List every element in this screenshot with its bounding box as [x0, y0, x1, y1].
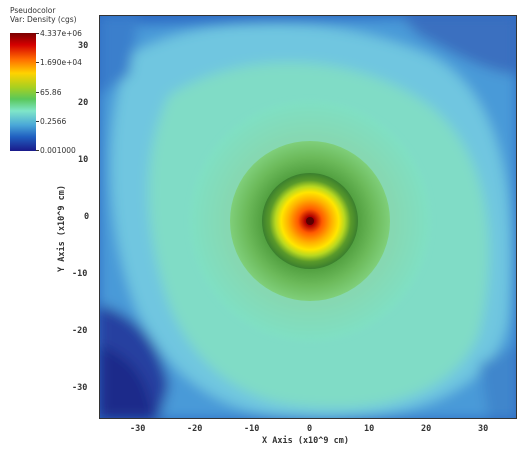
density-peak: [306, 217, 314, 225]
colorbar-legend: Pseudocolor Var: Density (cgs) 4.337e+06…: [4, 6, 96, 156]
colorbar: [10, 33, 36, 151]
colorbar-tick-2: 65.86: [40, 88, 62, 97]
tick-mark: [36, 92, 39, 93]
y-tick: -30: [72, 383, 88, 393]
y-axis-label: Y Axis (x10^9 cm): [57, 185, 67, 272]
plot-border: [99, 15, 517, 419]
y-tick: -20: [72, 326, 88, 336]
tick-mark: [36, 33, 39, 34]
colorbar-tick-3: 0.2566: [40, 117, 67, 126]
x-tick: -30: [130, 424, 146, 434]
colorbar-max-label: 4.337e+06: [40, 29, 82, 38]
x-tick: 10: [364, 424, 375, 434]
density-plot: [99, 15, 517, 419]
tick-mark: [36, 121, 39, 122]
x-axis-label: X Axis (x10^9 cm): [262, 436, 349, 446]
colorbar-min-label: 0.001000: [40, 146, 76, 155]
y-tick: 30: [78, 41, 89, 51]
y-tick: 0: [84, 212, 90, 222]
x-tick: -20: [187, 424, 203, 434]
tick-mark: [36, 150, 39, 151]
x-tick: 0: [307, 424, 313, 434]
legend-plot-type: Pseudocolor: [10, 6, 56, 15]
x-tick: 20: [421, 424, 432, 434]
y-tick: -10: [72, 269, 88, 279]
x-tick: 30: [478, 424, 489, 434]
colorbar-tick-1: 1.690e+04: [40, 58, 82, 67]
tick-mark: [36, 62, 39, 63]
y-tick: 20: [78, 98, 89, 108]
legend-variable: Var: Density (cgs): [10, 15, 77, 24]
y-tick: 10: [78, 155, 89, 165]
x-tick: -10: [244, 424, 260, 434]
